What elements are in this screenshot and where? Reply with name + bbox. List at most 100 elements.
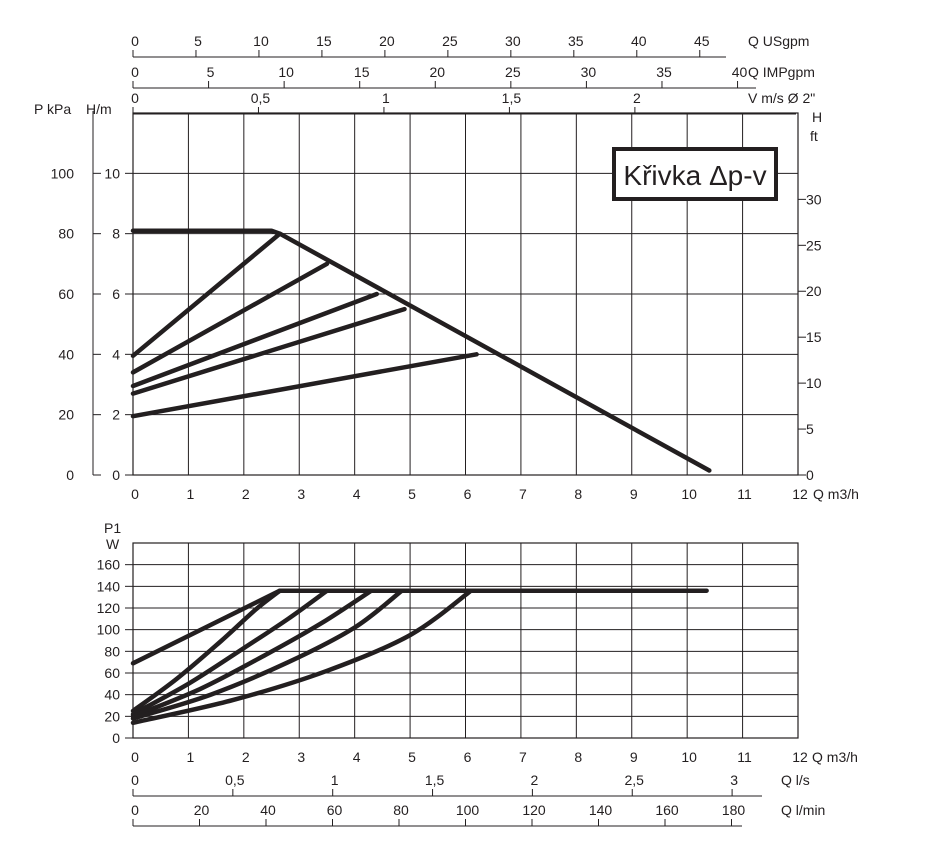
power-x-tick-label: 11 [737,749,752,765]
bottom-axis-tick-label: 120 [522,802,546,818]
bottom-axis-tick-label: 60 [327,802,343,818]
power-y-tick-label: 140 [97,578,121,594]
ft-axis-title-ft: ft [810,128,818,144]
head-curve-4 [130,306,407,396]
ft-tick-label: 20 [806,283,822,299]
bottom-axis-tick-label: 180 [722,802,746,818]
power-x-tick-label: 10 [681,749,697,765]
power-x-tick-label: 1 [187,749,195,765]
top-axis-tick-label: 15 [354,64,370,80]
bottom-axis-tick-label: 2,5 [625,772,645,788]
top-axis-tick-label: 0 [131,90,139,106]
top-axis-tick-label: 25 [442,33,458,49]
head-x-tick-label: 7 [519,486,527,502]
top-axis-tick-label: 5 [207,64,215,80]
power-curve-0 [130,588,283,666]
power-x-tick-label: 0 [131,749,139,765]
power-x-tick-label: 3 [297,749,305,765]
top-axis-title: V m/s Ø 2" [748,90,815,106]
top-axis-tick-label: 0 [131,64,139,80]
top-axis-tick-label: 45 [694,33,710,49]
head-m-tick-label: 8 [112,226,120,242]
bottom-axis-title: Q l/s [781,772,810,788]
top-axis-tick-label: 35 [568,33,584,49]
power-x-tick-label: 8 [574,749,582,765]
top-axis-tick-label: 30 [505,33,521,49]
top-axis-tick-label: 1,5 [502,90,522,106]
head-curve-0 [130,228,712,473]
ft-tick-label: 5 [806,421,814,437]
m-axis-title: H/m [86,101,112,117]
bottom-axis-tick-label: 140 [589,802,613,818]
top-axis-tick-label: 15 [316,33,332,49]
head-curve-2 [130,261,330,375]
power-curve-2 [130,588,330,717]
head-x-axis-title: Q m3/h [813,486,859,502]
head-curve-1 [130,231,283,359]
power-x-tick-label: 6 [464,749,472,765]
head-x-tick-label: 1 [187,486,195,502]
head-x-tick-label: 12 [792,486,808,502]
kpa-tick-label: 40 [58,346,74,362]
power-y-tick-label: 60 [104,665,120,681]
kpa-tick-label: 20 [58,407,74,423]
top-axis-tick-label: 25 [505,64,521,80]
power-x-tick-label: 9 [630,749,638,765]
head-x-tick-label: 9 [630,486,638,502]
bottom-axis-tick-label: 160 [655,802,679,818]
power-x-tick-label: 2 [242,749,250,765]
head-x-tick-label: 3 [297,486,305,502]
head-m-tick-label: 4 [112,346,120,362]
top-axis-tick-label: 10 [253,33,269,49]
top-axis-tick-label: 0,5 [251,90,271,106]
top-axis-tick-label: 35 [656,64,672,80]
head-x-tick-label: 5 [408,486,416,502]
ft-tick-label: 15 [806,329,822,345]
head-m-tick-label: 10 [104,165,120,181]
bottom-axis-tick-label: 0 [131,772,139,788]
power-y-axis-title-p1: P1 [104,520,121,536]
top-axis-tick-label: 40 [732,64,748,80]
kpa-tick-label: 100 [51,165,75,181]
top-axis-tick-label: 0 [131,33,139,49]
power-y-axis-title-w: W [106,536,120,552]
top-axis-tick-label: 20 [379,33,395,49]
bottom-axis-tick-label: 0 [131,802,139,818]
power-y-tick-label: 80 [104,643,120,659]
power-curve-3 [130,588,374,719]
ft-tick-label: 25 [806,237,822,253]
annotation-label: Křivka Δp-v [623,160,766,191]
bottom-axis-tick-label: 0,5 [225,772,245,788]
power-x-tick-label: 7 [519,749,527,765]
top-axis-title: Q IMPgpm [748,64,815,80]
top-axis-title: Q USgpm [748,33,809,49]
ft-tick-label: 10 [806,375,822,391]
head-x-tick-label: 0 [131,486,139,502]
top-axis-tick-label: 20 [429,64,445,80]
head-m-tick-label: 6 [112,286,120,302]
top-axis-tick-label: 2 [633,90,641,106]
bottom-axis-tick-label: 2 [531,772,539,788]
top-axis-tick-label: 30 [581,64,597,80]
head-x-tick-label: 11 [737,486,752,502]
top-axis-tick-label: 5 [194,33,202,49]
bottom-axis-tick-label: 1,5 [425,772,445,788]
bottom-axis-tick-label: 100 [456,802,480,818]
head-m-tick-label: 0 [112,467,120,483]
ft-axis-title-h: H [812,109,822,125]
power-curve-5 [130,588,474,726]
bottom-axis-tick-label: 40 [260,802,276,818]
head-curve-5 [130,352,479,419]
power-y-tick-label: 120 [97,600,121,616]
bottom-axis-tick-label: 3 [730,772,738,788]
kpa-tick-label: 0 [66,467,74,483]
bottom-axis-tick-label: 20 [194,802,210,818]
head-x-tick-label: 2 [242,486,250,502]
kpa-tick-label: 80 [58,226,74,242]
bottom-axis-tick-label: 80 [393,802,409,818]
head-x-tick-label: 6 [464,486,472,502]
ft-tick-label: 0 [806,467,814,483]
power-y-tick-label: 0 [112,730,120,746]
